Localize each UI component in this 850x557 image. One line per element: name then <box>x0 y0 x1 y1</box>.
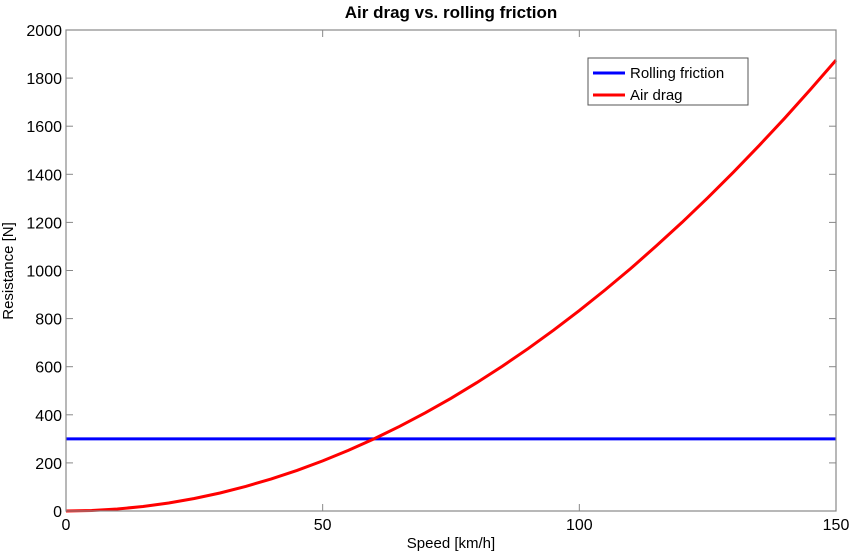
x-axis-label: Speed [km/h] <box>407 535 495 552</box>
y-tick-label: 2000 <box>26 23 62 40</box>
x-tick-label: 150 <box>823 517 850 534</box>
y-tick-label: 1400 <box>26 167 62 184</box>
x-tick-label: 100 <box>566 517 593 534</box>
chart-title: Air drag vs. rolling friction <box>345 3 558 22</box>
y-tick-label: 1000 <box>26 264 62 281</box>
legend-label: Rolling friction <box>630 65 724 82</box>
y-tick-label: 400 <box>35 408 62 425</box>
x-tick-label: 0 <box>62 517 71 534</box>
y-tick-label: 200 <box>35 456 62 473</box>
y-tick-label: 600 <box>35 360 62 377</box>
y-tick-label: 800 <box>35 312 62 329</box>
y-tick-label: 1200 <box>26 215 62 232</box>
y-tick-label: 1800 <box>26 71 62 88</box>
legend-box <box>587 57 749 106</box>
legend-label: Air drag <box>630 87 683 104</box>
series-line-air-drag <box>65 59 838 513</box>
y-tick-label: 1600 <box>26 119 62 136</box>
y-tick-label: 0 <box>53 504 62 521</box>
y-axis-label: Resistance [N] <box>0 222 17 320</box>
x-tick-label: 50 <box>314 517 332 534</box>
legend: Rolling friction Air drag <box>587 57 749 106</box>
